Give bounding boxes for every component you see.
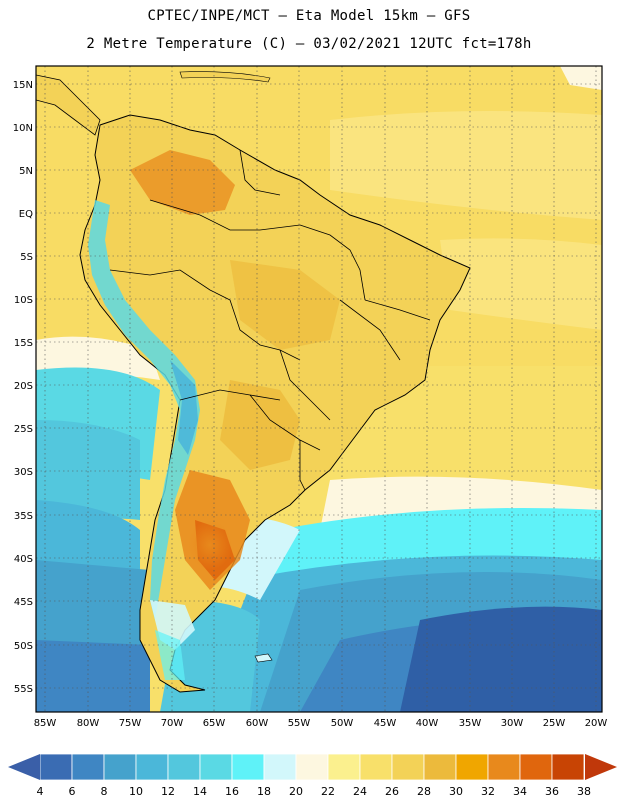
legend-label: 28 (417, 785, 431, 798)
legend-swatch (39, 753, 73, 781)
legend-label: 26 (385, 785, 399, 798)
lat-label: 50S (14, 641, 33, 652)
legend-swatch (167, 753, 201, 781)
lat-label: 10N (13, 123, 33, 134)
lat-label: 5N (19, 166, 33, 177)
legend-swatch (391, 753, 425, 781)
lon-label: 40W (416, 718, 439, 729)
legend-swatch (327, 753, 361, 781)
lon-label: 30W (501, 718, 524, 729)
lat-label: 15S (14, 338, 33, 349)
legend-swatch (71, 753, 105, 781)
lat-label: 45S (14, 597, 33, 608)
lon-label: 85W (34, 718, 57, 729)
latitude-labels: 15N 10N 5N EQ 5S 10S 15S 20S 25S 30S 35S… (13, 80, 33, 695)
temperature-field (36, 66, 602, 712)
legend-labels: 4 6 8 10 12 14 16 18 20 22 24 26 28 30 3… (37, 785, 592, 798)
legend-high-arrow (585, 754, 617, 780)
legend-swatch (135, 753, 169, 781)
legend-swatch (487, 753, 521, 781)
legend-label: 14 (193, 785, 207, 798)
legend-label: 4 (37, 785, 44, 798)
legend-label: 12 (161, 785, 175, 798)
lon-label: 55W (288, 718, 311, 729)
legend-low-arrow (8, 754, 40, 780)
lat-label: 5S (20, 252, 33, 263)
legend-label: 16 (225, 785, 239, 798)
legend-swatch (295, 753, 329, 781)
lon-label: 60W (246, 718, 269, 729)
lon-label: 80W (77, 718, 100, 729)
legend-swatch (199, 753, 233, 781)
lat-label: 30S (14, 467, 33, 478)
legend-swatch (103, 753, 137, 781)
lon-label: 65W (203, 718, 226, 729)
legend-label: 8 (101, 785, 108, 798)
lon-label: 75W (119, 718, 142, 729)
map-title-line-2: 2 Metre Temperature (C) – 03/02/2021 12U… (86, 36, 532, 52)
legend-swatch (519, 753, 553, 781)
lat-label: 10S (14, 295, 33, 306)
legend-swatch (231, 753, 265, 781)
legend-swatch (423, 753, 457, 781)
lat-label: 25S (14, 424, 33, 435)
legend-label: 6 (69, 785, 76, 798)
legend-swatches (39, 753, 585, 781)
legend-swatch (551, 753, 585, 781)
lat-label: 55S (14, 684, 33, 695)
lat-label: 15N (13, 80, 33, 91)
legend-label: 36 (545, 785, 559, 798)
country-borders (109, 149, 431, 491)
lon-label: 70W (161, 718, 184, 729)
legend-label: 34 (513, 785, 527, 798)
lon-label: 25W (543, 718, 566, 729)
lat-label: 40S (14, 554, 33, 565)
lon-label: 35W (459, 718, 482, 729)
legend-label: 22 (321, 785, 335, 798)
lat-label: 35S (14, 511, 33, 522)
legend-label: 32 (481, 785, 495, 798)
legend-swatch (455, 753, 489, 781)
map-title-line-1: CPTEC/INPE/MCT – Eta Model 15km – GFS (147, 8, 471, 24)
lat-label: 20S (14, 381, 33, 392)
lat-label: EQ (19, 209, 33, 220)
legend-label: 38 (577, 785, 591, 798)
legend-swatch (359, 753, 393, 781)
legend-label: 10 (129, 785, 143, 798)
lon-label: 50W (331, 718, 354, 729)
legend-label: 24 (353, 785, 367, 798)
legend-swatch (263, 753, 297, 781)
legend-label: 20 (289, 785, 303, 798)
map-frame (35, 65, 603, 713)
lon-label: 20W (585, 718, 608, 729)
legend-label: 30 (449, 785, 463, 798)
lon-label: 45W (374, 718, 397, 729)
legend-label: 18 (257, 785, 271, 798)
longitude-labels: 85W 80W 75W 70W 65W 60W 55W 50W 45W 40W … (34, 718, 608, 729)
